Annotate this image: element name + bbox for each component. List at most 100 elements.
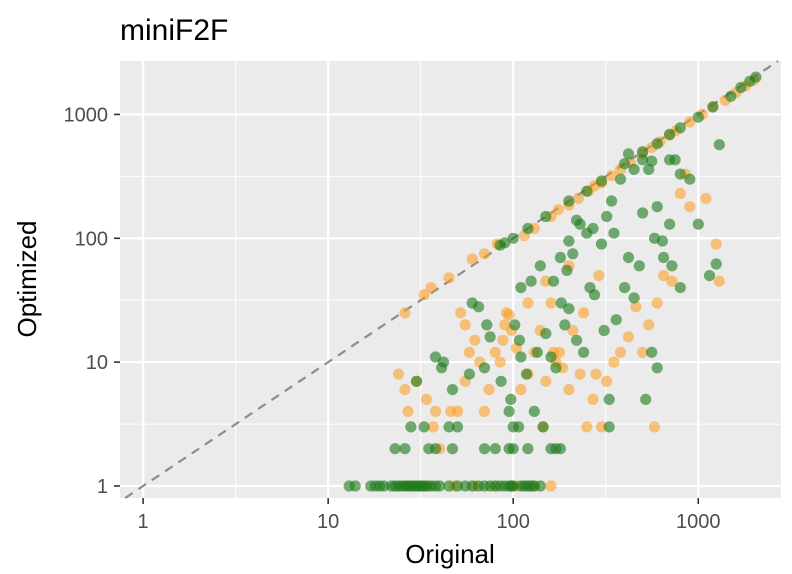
x-tick-label: 100 bbox=[497, 511, 530, 533]
data-point bbox=[405, 421, 417, 433]
data-point bbox=[478, 362, 491, 374]
x-axis: 1 10 100 1000 bbox=[138, 498, 721, 533]
data-point bbox=[601, 375, 613, 387]
data-point bbox=[692, 111, 704, 123]
data-point bbox=[507, 480, 519, 492]
data-point bbox=[664, 128, 676, 140]
data-point bbox=[455, 307, 467, 319]
data-point bbox=[399, 384, 411, 396]
data-point bbox=[608, 356, 620, 368]
data-point bbox=[499, 237, 511, 249]
data-point bbox=[637, 146, 649, 158]
data-point bbox=[446, 384, 459, 396]
data-point bbox=[750, 71, 762, 83]
data-point bbox=[669, 154, 681, 166]
data-point bbox=[619, 158, 631, 170]
data-point bbox=[590, 368, 602, 380]
data-point bbox=[619, 282, 631, 294]
data-point bbox=[628, 163, 640, 175]
data-point bbox=[484, 331, 496, 343]
data-point bbox=[515, 384, 527, 396]
data-point bbox=[429, 405, 442, 417]
data-point bbox=[399, 307, 411, 319]
data-point bbox=[561, 264, 573, 276]
data-point bbox=[399, 443, 411, 455]
data-point bbox=[507, 232, 519, 244]
data-point bbox=[418, 421, 430, 433]
data-point bbox=[503, 405, 515, 417]
data-point bbox=[614, 173, 627, 185]
data-point bbox=[622, 148, 635, 160]
data-point bbox=[574, 368, 586, 380]
data-point bbox=[637, 207, 649, 219]
data-point bbox=[630, 301, 642, 313]
data-point bbox=[713, 275, 725, 287]
data-point bbox=[545, 480, 557, 492]
data-point bbox=[446, 443, 459, 455]
data-point bbox=[540, 275, 552, 287]
data-point bbox=[563, 384, 575, 396]
data-point bbox=[572, 192, 585, 204]
data-point bbox=[578, 307, 590, 319]
data-point bbox=[713, 139, 725, 151]
data-point bbox=[674, 282, 686, 294]
data-point bbox=[684, 201, 696, 213]
data-point bbox=[427, 421, 439, 433]
data-point bbox=[392, 368, 405, 380]
data-point bbox=[420, 393, 433, 405]
data-point bbox=[563, 235, 575, 247]
data-point bbox=[469, 334, 481, 346]
data-point bbox=[563, 195, 575, 207]
data-point bbox=[531, 346, 543, 358]
data-point bbox=[443, 480, 455, 492]
data-point bbox=[513, 334, 526, 346]
y-tick-label: 10 bbox=[86, 352, 108, 374]
data-point bbox=[610, 314, 622, 326]
data-point bbox=[553, 346, 566, 358]
data-point bbox=[478, 248, 491, 260]
data-point bbox=[567, 324, 579, 337]
data-point bbox=[633, 260, 645, 272]
data-point bbox=[707, 101, 719, 113]
data-point bbox=[684, 116, 696, 128]
data-point bbox=[515, 351, 527, 363]
data-point bbox=[710, 238, 722, 250]
data-point bbox=[651, 362, 663, 374]
data-point bbox=[545, 351, 557, 363]
data-point bbox=[595, 238, 608, 250]
data-point bbox=[581, 185, 593, 197]
data-point bbox=[587, 222, 599, 235]
data-point bbox=[606, 195, 618, 207]
data-point bbox=[550, 362, 562, 374]
data-point bbox=[608, 227, 620, 239]
data-point bbox=[651, 138, 663, 150]
data-point bbox=[637, 154, 649, 166]
data-point bbox=[410, 375, 423, 387]
data-points bbox=[343, 71, 762, 492]
data-point bbox=[628, 292, 640, 304]
data-point bbox=[489, 443, 501, 455]
data-point bbox=[418, 289, 430, 301]
data-point bbox=[522, 443, 534, 455]
data-point bbox=[725, 90, 737, 102]
y-tick-label: 100 bbox=[75, 228, 108, 250]
data-point bbox=[429, 351, 442, 363]
data-point bbox=[473, 301, 485, 313]
data-point bbox=[622, 331, 635, 343]
data-point bbox=[520, 368, 533, 380]
y-axis: 1 10 100 1000 bbox=[64, 104, 120, 498]
data-point bbox=[545, 297, 557, 309]
data-point bbox=[581, 421, 593, 433]
data-point bbox=[540, 328, 552, 340]
data-point bbox=[700, 192, 712, 204]
data-point bbox=[534, 260, 546, 272]
data-point bbox=[554, 443, 567, 455]
data-point bbox=[674, 168, 686, 180]
data-point bbox=[443, 421, 455, 433]
data-point bbox=[466, 253, 478, 265]
data-point bbox=[459, 319, 471, 331]
data-point bbox=[434, 480, 446, 492]
data-point bbox=[429, 443, 442, 455]
data-point bbox=[481, 319, 493, 331]
data-point bbox=[593, 270, 605, 282]
